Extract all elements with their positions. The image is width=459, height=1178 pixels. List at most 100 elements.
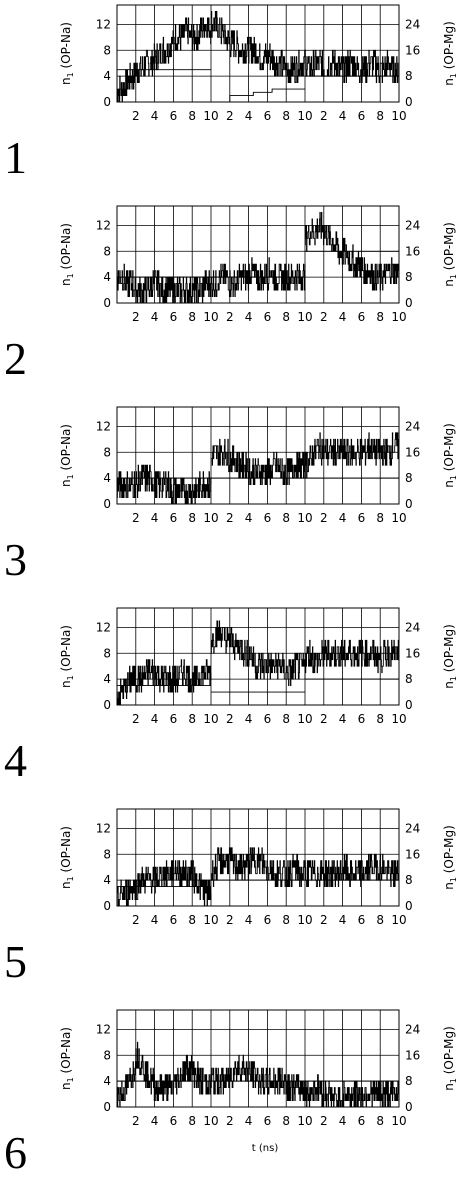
x-tick-label: 4 xyxy=(339,310,347,324)
x-tick-label: 2 xyxy=(132,109,140,123)
x-tick-label: 6 xyxy=(170,1114,178,1128)
series-line-op-na xyxy=(304,49,400,84)
x-tick-label: 2 xyxy=(226,310,234,324)
y-axis-label-right: n1 (OP-Mg) xyxy=(442,624,458,689)
y-tick-label-right: 16 xyxy=(405,244,420,258)
x-tick-label: 2 xyxy=(320,913,328,927)
x-tick-label: 8 xyxy=(188,712,196,726)
y-tick-label-right: 0 xyxy=(405,899,413,913)
x-tick-label: 4 xyxy=(339,712,347,726)
y-tick-label-left: 12 xyxy=(96,218,111,232)
x-tick-label: 2 xyxy=(226,1114,234,1128)
series-line-op-na xyxy=(210,620,306,687)
x-tick-label: 2 xyxy=(226,712,234,726)
y-tick-label-left: 8 xyxy=(103,1048,111,1062)
series-line-op-na xyxy=(304,432,400,479)
x-tick-label: 6 xyxy=(170,109,178,123)
x-tick-label: 6 xyxy=(264,310,272,324)
y-tick-label-right: 8 xyxy=(405,1074,413,1088)
y-tick-label-left: 0 xyxy=(103,497,111,511)
x-tick-label: 8 xyxy=(188,1114,196,1128)
x-tick-label: 4 xyxy=(339,109,347,123)
y-tick-label-right: 24 xyxy=(405,1022,420,1036)
series-line-op-na xyxy=(211,847,306,888)
x-tick-label: 6 xyxy=(170,310,178,324)
x-tick-label: 10 xyxy=(391,310,406,324)
y-axis-label-left: n1 (OP-Na) xyxy=(59,223,75,286)
plot-frame xyxy=(116,607,400,706)
plot-frame xyxy=(116,406,400,505)
x-tick-label: 8 xyxy=(188,109,196,123)
x-tick-label: 10 xyxy=(203,1114,218,1128)
x-tick-label: 2 xyxy=(132,310,140,324)
x-tick-label: 10 xyxy=(297,511,312,525)
y-axis-label-left: n1 (OP-Na) xyxy=(59,22,75,85)
series-line-op-mg xyxy=(211,88,305,103)
x-tick-label: 8 xyxy=(376,712,384,726)
panel-number: 6 xyxy=(4,1127,27,1178)
y-tick-label-left: 4 xyxy=(103,69,111,83)
plot-frame xyxy=(116,205,400,304)
x-tick-label: 10 xyxy=(203,511,218,525)
x-tick-label: 2 xyxy=(132,1114,140,1128)
x-tick-label: 8 xyxy=(282,913,290,927)
y-tick-label-right: 24 xyxy=(405,419,420,433)
y-tick-label-right: 0 xyxy=(405,1100,413,1114)
x-tick-label: 4 xyxy=(339,913,347,927)
x-tick-label: 4 xyxy=(339,1114,347,1128)
series-line-op-na xyxy=(304,639,400,674)
x-tick-label: 4 xyxy=(151,310,159,324)
x-tick-label: 6 xyxy=(358,511,366,525)
x-tick-label: 4 xyxy=(245,712,253,726)
x-tick-label: 2 xyxy=(226,511,234,525)
x-tick-label: 6 xyxy=(264,913,272,927)
y-tick-label-left: 4 xyxy=(103,471,111,485)
x-tick-label: 8 xyxy=(282,109,290,123)
series-line-op-na xyxy=(304,1074,400,1108)
y-tick-label-right: 8 xyxy=(405,873,413,887)
x-tick-label: 2 xyxy=(132,511,140,525)
y-tick-label-left: 4 xyxy=(103,672,111,686)
y-tick-label-left: 4 xyxy=(103,873,111,887)
series-line-op-na xyxy=(210,11,306,84)
panel-number: 3 xyxy=(4,534,27,585)
x-tick-label: 6 xyxy=(264,511,272,525)
y-tick-label-right: 0 xyxy=(405,296,413,310)
x-tick-label: 8 xyxy=(188,310,196,324)
y-tick-label-left: 12 xyxy=(96,419,111,433)
y-axis-label-left: n1 (OP-Na) xyxy=(59,1027,75,1090)
y-tick-label-left: 12 xyxy=(96,620,111,634)
x-tick-label: 8 xyxy=(282,310,290,324)
x-tick-label: 6 xyxy=(358,913,366,927)
y-tick-label-right: 24 xyxy=(405,17,420,31)
x-tick-label: 8 xyxy=(376,310,384,324)
y-tick-label-right: 16 xyxy=(405,847,420,861)
x-tick-label: 2 xyxy=(132,712,140,726)
y-tick-label-right: 16 xyxy=(405,646,420,660)
x-tick-label: 10 xyxy=(391,1114,406,1128)
x-tick-label: 6 xyxy=(358,1114,366,1128)
y-tick-label-left: 0 xyxy=(103,1100,111,1114)
series-line-op-na xyxy=(211,438,306,486)
series-line-op-na xyxy=(117,1041,212,1108)
x-tick-label: 8 xyxy=(282,712,290,726)
x-tick-label: 2 xyxy=(320,310,328,324)
x-tick-label: 2 xyxy=(320,511,328,525)
y-axis-label-right: n1 (OP-Mg) xyxy=(442,21,458,86)
x-tick-label: 10 xyxy=(297,109,312,123)
y-tick-label-left: 0 xyxy=(103,899,111,913)
x-tick-label: 2 xyxy=(320,712,328,726)
x-tick-label: 10 xyxy=(297,1114,312,1128)
x-tick-label: 4 xyxy=(245,310,253,324)
y-tick-label-left: 8 xyxy=(103,646,111,660)
y-tick-label-left: 8 xyxy=(103,43,111,57)
y-axis-label-left: n1 (OP-Na) xyxy=(59,625,75,688)
x-tick-label: 2 xyxy=(132,913,140,927)
series-line-op-na xyxy=(304,212,400,291)
series-line-op-na xyxy=(116,263,212,304)
